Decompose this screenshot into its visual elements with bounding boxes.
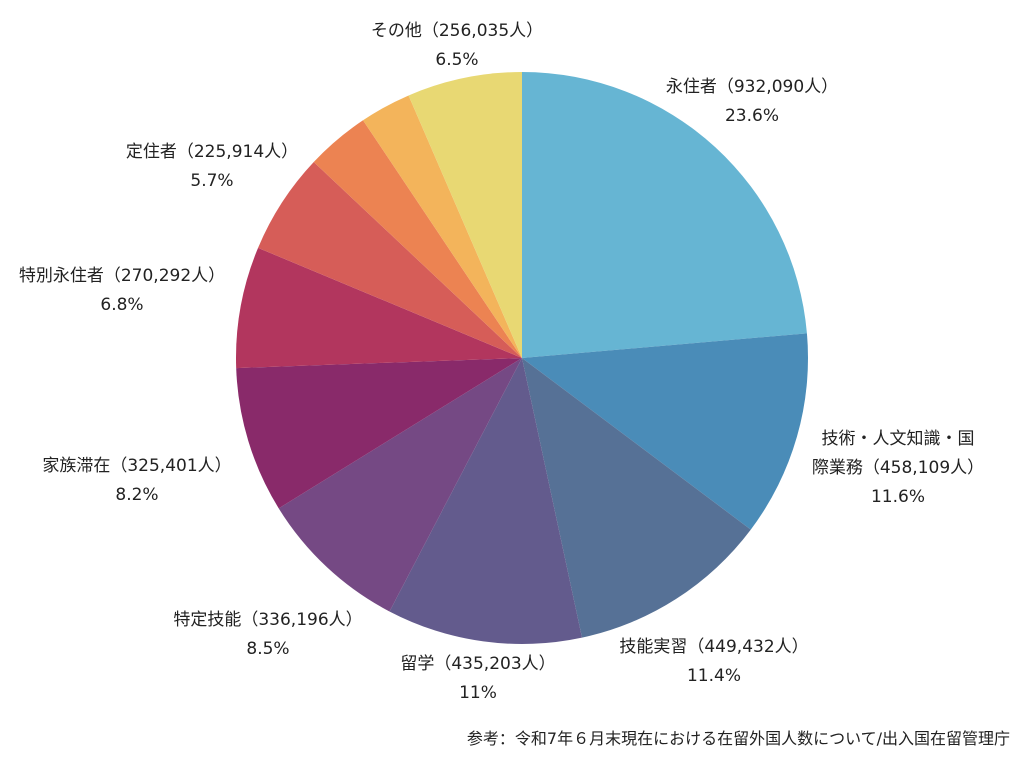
- pie-slice-留学: [389, 358, 583, 644]
- label-gijinkoku-name-line2: 際業務（458,109人）: [811, 458, 985, 478]
- label-kazokutaizai-percent: 8.2%: [115, 485, 159, 505]
- label-sonota-name: その他（256,035人）: [370, 21, 544, 41]
- label-sonota: その他（256,035人） 6.5%: [371, 17, 543, 75]
- label-sonota-percent: 6.5%: [435, 50, 479, 70]
- label-ginojisshu-name: 技能実習（449,432人）: [619, 637, 809, 657]
- label-ginojisshu-percent: 11.4%: [686, 666, 741, 686]
- label-ryugaku-percent: 11%: [459, 683, 497, 703]
- label-eijusha-name: 永住者（932,090人）: [665, 77, 839, 97]
- label-gijinkoku-percent: 11.6%: [870, 487, 925, 507]
- label-eijusha: 永住者（932,090人） 23.6%: [666, 73, 838, 131]
- label-kazokutaizai: 家族滞在（325,401人） 8.2%: [42, 452, 231, 510]
- label-tokubetsu-percent: 6.8%: [100, 295, 144, 315]
- pie-slice-定住者: [258, 161, 522, 358]
- label-teijusha: 定住者（225,914人） 5.7%: [126, 138, 298, 196]
- label-gijinkoku: 技術・人文知識・国 際業務（458,109人） 11.6%: [812, 425, 984, 512]
- label-ginojisshu: 技能実習（449,432人） 11.4%: [619, 633, 808, 691]
- source-note: 参考：令和7年６月末現在における在留外国人数について/出入国在留管理庁: [466, 729, 1010, 748]
- label-ryugaku: 留学（435,203人） 11%: [400, 650, 555, 708]
- pie-slice-技術・人文知識・国際業務: [522, 333, 809, 530]
- label-tokubetsu-name: 特別永住者（270,292人）: [18, 266, 226, 286]
- label-tokubetsu: 特別永住者（270,292人） 6.8%: [19, 262, 225, 320]
- label-eijusha-percent: 23.6%: [724, 106, 779, 126]
- pie-slice-特別永住者: [236, 247, 522, 369]
- pie-slice-技能実習: [522, 358, 751, 638]
- label-teijusha-percent: 5.7%: [190, 171, 234, 191]
- label-ryugaku-name: 留学（435,203人）: [400, 654, 556, 674]
- label-tokuteiginou: 特定技能（336,196人） 8.5%: [173, 606, 362, 664]
- pie-slice-unlabeled-8: [313, 120, 522, 358]
- label-tokuteiginou-name: 特定技能（336,196人）: [173, 610, 363, 630]
- pie-slice-その他: [408, 72, 522, 358]
- pie-slice-unlabeled-9: [363, 95, 522, 359]
- label-kazokutaizai-name: 家族滞在（325,401人）: [42, 456, 232, 476]
- label-gijinkoku-name-line1: 技術・人文知識・国: [821, 429, 975, 449]
- label-teijusha-name: 定住者（225,914人）: [125, 142, 299, 162]
- label-tokuteiginou-percent: 8.5%: [246, 639, 290, 659]
- pie-slice-特定技能: [278, 358, 522, 612]
- pie-slice-家族滞在: [236, 358, 522, 509]
- pie-slice-永住者: [522, 72, 807, 358]
